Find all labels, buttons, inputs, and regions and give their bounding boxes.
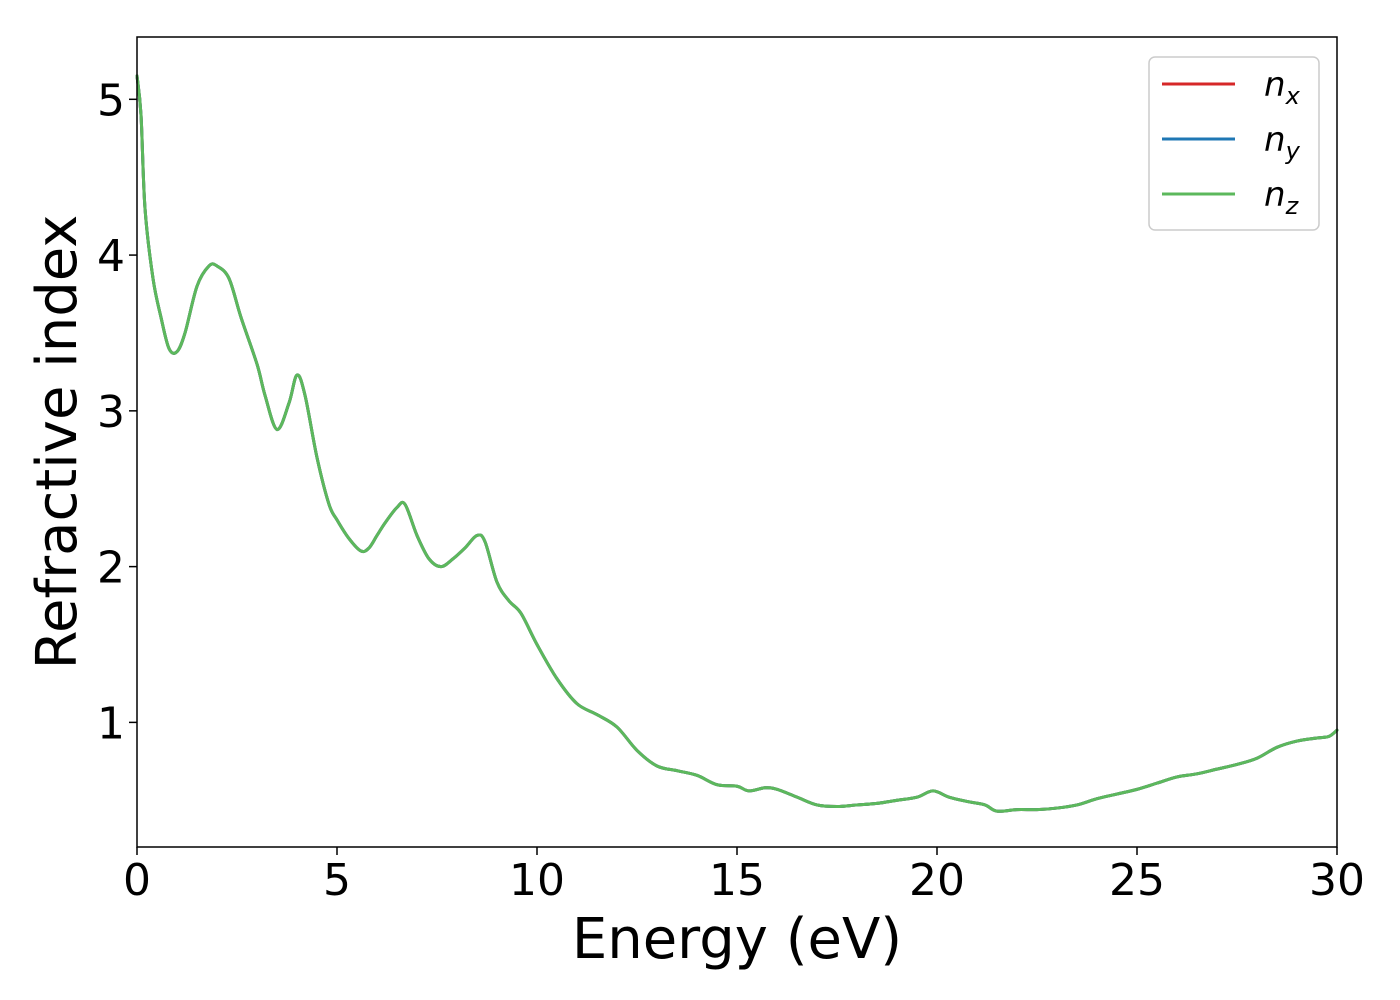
legend-label-y: ny bbox=[1264, 120, 1301, 165]
legend-label-subscript: x bbox=[1285, 82, 1301, 110]
legend-label-z: nz bbox=[1264, 175, 1300, 220]
y-axis: 1 2 3 4 5 bbox=[97, 75, 137, 749]
x-tick-label: 15 bbox=[709, 855, 765, 906]
y-tick-label: 2 bbox=[97, 543, 125, 594]
y-tick-label: 3 bbox=[97, 387, 125, 438]
legend-label-main: n bbox=[1264, 65, 1286, 105]
series-line-z bbox=[135, 74, 1339, 813]
y-tick-label: 1 bbox=[97, 698, 125, 749]
legend-label-subscript: z bbox=[1285, 192, 1300, 220]
x-tick-label: 0 bbox=[123, 855, 151, 906]
legend-frame bbox=[1148, 56, 1320, 231]
x-tick-label: 5 bbox=[323, 855, 351, 906]
legend-label-main: n bbox=[1264, 175, 1286, 215]
x-tick-label: 20 bbox=[909, 855, 965, 906]
y-axis-label: Refractive index bbox=[25, 215, 90, 670]
x-tick-label: 10 bbox=[509, 855, 565, 906]
x-axis: 0 5 10 15 20 25 30 bbox=[123, 847, 1365, 906]
x-tick-label: 30 bbox=[1309, 855, 1365, 906]
y-tick-label: 5 bbox=[97, 75, 125, 126]
series-layer bbox=[135, 74, 1339, 813]
legend-label-x: nx bbox=[1264, 65, 1301, 110]
legend-label-subscript: y bbox=[1285, 137, 1301, 165]
x-tick-label: 25 bbox=[1109, 855, 1165, 906]
x-axis-label: Energy (eV) bbox=[572, 907, 902, 972]
legend-label-main: n bbox=[1264, 120, 1286, 160]
y-tick-label: 4 bbox=[97, 231, 125, 282]
